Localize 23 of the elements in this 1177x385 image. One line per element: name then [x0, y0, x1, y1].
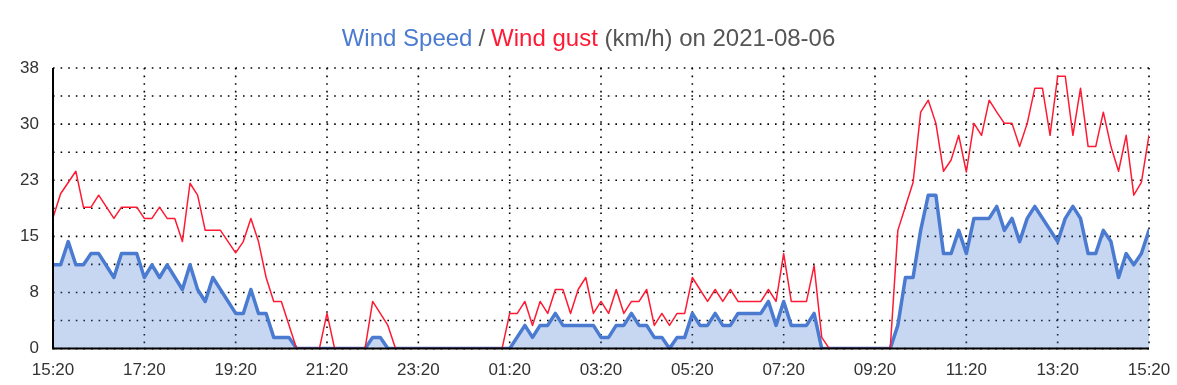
x-tick-label: 01:20 — [488, 360, 531, 380]
y-tick-label: 38 — [20, 57, 39, 77]
x-tick-label: 21:20 — [305, 360, 349, 380]
x-tick-label: 03:20 — [579, 360, 623, 380]
text: Wind gust — [491, 24, 598, 52]
x-tick-label: 17:20 — [123, 360, 166, 380]
x-tick-label: 19:20 — [214, 360, 257, 380]
chart-title: (km/h) on 2021-08-06 — [604, 24, 836, 52]
x-tick-label: 05:20 — [671, 360, 714, 380]
y-tick-label: 0 — [29, 338, 39, 358]
x-tick-label: 15:20 — [31, 360, 75, 380]
x-tick-label: 09:20 — [853, 360, 897, 380]
y-tick-label: 30 — [20, 113, 39, 133]
x-tick-label: 13:20 — [1036, 360, 1079, 380]
x-tick-label: 11:20 — [945, 360, 987, 380]
y-tick-label: 23 — [20, 169, 39, 189]
x-tick-label: 07:20 — [762, 360, 805, 380]
y-tick-label: 15 — [20, 226, 39, 246]
y-tick-label: 8 — [29, 282, 39, 302]
text: / — [478, 24, 486, 52]
x-tick-label: 23:20 — [397, 360, 440, 380]
x-tick-label: 15:20 — [1127, 360, 1171, 380]
text: Wind Speed — [341, 24, 473, 52]
